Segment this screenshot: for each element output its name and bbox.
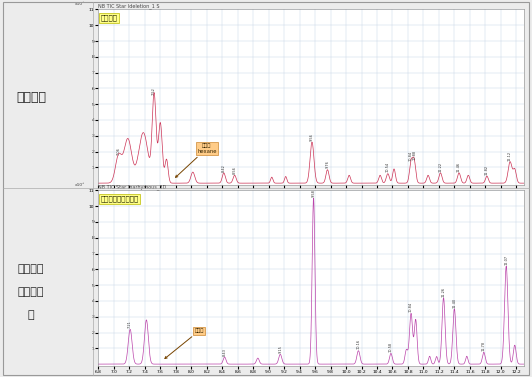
- Text: 11.46: 11.46: [457, 161, 461, 172]
- Text: 11.40: 11.40: [452, 297, 456, 308]
- Text: x10⁵: x10⁵: [75, 2, 85, 6]
- Text: 7.06: 7.06: [117, 147, 121, 155]
- Text: 최정단백가수분해물: 최정단백가수분해물: [101, 196, 139, 202]
- Text: 탈지미강: 탈지미강: [16, 90, 46, 104]
- Text: 8.42: 8.42: [222, 164, 226, 172]
- Text: 9.76: 9.76: [326, 161, 329, 169]
- Text: 11.82: 11.82: [485, 165, 489, 175]
- Text: 10.16: 10.16: [356, 339, 360, 349]
- Text: 탈지미강: 탈지미강: [101, 15, 118, 21]
- Text: 7.21: 7.21: [128, 320, 132, 328]
- Text: 7.52: 7.52: [152, 87, 156, 95]
- Text: 10.58: 10.58: [389, 342, 393, 352]
- Text: 9.58: 9.58: [312, 189, 315, 197]
- Text: 10.84: 10.84: [409, 302, 413, 312]
- Text: 12.07: 12.07: [504, 255, 508, 265]
- Text: 8.56: 8.56: [232, 166, 237, 174]
- Text: 9.15: 9.15: [278, 345, 282, 353]
- Text: 반이슬: 반이슬: [165, 328, 204, 359]
- Text: 가수분해: 가수분해: [18, 287, 44, 297]
- Text: 10.54: 10.54: [386, 162, 390, 172]
- Text: 10.84: 10.84: [409, 151, 413, 161]
- Text: 12.12: 12.12: [508, 150, 512, 161]
- Text: x10⁵: x10⁵: [75, 183, 85, 187]
- Text: 10.88: 10.88: [412, 150, 416, 160]
- Text: 8.43: 8.43: [222, 348, 227, 356]
- Text: 물: 물: [28, 310, 35, 320]
- Text: 반이슬
hexane: 반이슬 hexane: [176, 143, 217, 177]
- Text: 9.56: 9.56: [310, 133, 314, 141]
- Text: 11.26: 11.26: [442, 287, 445, 297]
- Text: NB TIC Star Ideletion_1 S: NB TIC Star Ideletion_1 S: [98, 3, 160, 9]
- Text: 미강단백: 미강단백: [18, 264, 44, 274]
- Text: 11.78: 11.78: [482, 341, 486, 351]
- Text: 11.22: 11.22: [438, 161, 443, 172]
- Text: NB TIC Star Inarhymous_3D: NB TIC Star Inarhymous_3D: [98, 184, 167, 190]
